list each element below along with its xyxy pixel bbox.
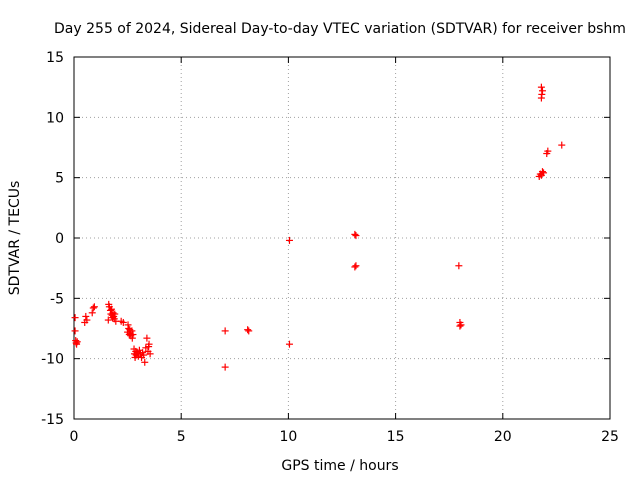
data-point: [456, 322, 464, 330]
data-point: [73, 338, 81, 346]
data-point: [143, 334, 151, 342]
data-point: [71, 314, 79, 322]
data-point: [146, 350, 154, 358]
axis-ticks: 0 5 10 15 20 25 -15 -10 -5 0 5 10 15: [41, 50, 619, 445]
y-tick-label: -10: [41, 352, 64, 368]
data-point: [128, 327, 136, 335]
data-point: [538, 90, 546, 98]
data-point: [540, 169, 548, 177]
y-tick-label: -5: [50, 291, 64, 307]
data-point: [119, 318, 127, 326]
data-point: [82, 312, 90, 320]
y-tick-label: 5: [55, 171, 64, 187]
data-point: [538, 87, 546, 95]
data-point: [457, 321, 465, 329]
data-point: [83, 316, 91, 324]
data-point: [89, 304, 97, 312]
data-point: [71, 327, 79, 335]
data-point: [558, 141, 566, 149]
data-point: [544, 147, 552, 155]
y-tick-label: 10: [46, 110, 64, 126]
y-tick-label: 15: [46, 50, 64, 66]
data-point: [140, 351, 148, 359]
data-point: [129, 331, 137, 339]
data-point: [124, 321, 132, 329]
data-point: [111, 310, 119, 318]
data-point: [285, 340, 293, 348]
data-point: [245, 327, 253, 335]
data-point: [285, 236, 293, 244]
data-points: [71, 83, 566, 371]
x-tick-label: 0: [70, 429, 79, 445]
data-point: [455, 262, 463, 270]
data-point: [351, 263, 359, 271]
data-point: [352, 262, 360, 270]
data-point: [352, 232, 360, 240]
x-tick-label: 10: [279, 429, 297, 445]
data-point: [145, 340, 153, 348]
data-point: [141, 358, 149, 366]
x-tick-label: 20: [494, 429, 512, 445]
grid-lines: [74, 57, 610, 419]
x-tick-label: 25: [601, 429, 619, 445]
x-tick-label: 15: [387, 429, 405, 445]
data-point: [109, 309, 117, 317]
data-point: [221, 327, 229, 335]
x-tick-label: 5: [177, 429, 186, 445]
y-tick-label: 0: [55, 231, 64, 247]
data-point: [108, 305, 116, 313]
data-point: [104, 316, 112, 324]
data-point: [88, 309, 96, 317]
data-point: [351, 230, 359, 238]
data-point: [537, 83, 545, 91]
data-point: [221, 363, 229, 371]
y-axis-label: SDTVAR / TECUs: [7, 181, 23, 296]
data-point: [538, 168, 546, 176]
data-point: [244, 326, 252, 334]
chart-title: Day 255 of 2024, Sidereal Day-to-day VTE…: [54, 21, 626, 37]
x-axis-label: GPS time / hours: [281, 458, 398, 474]
data-point: [90, 303, 98, 311]
y-tick-label: -15: [41, 412, 64, 428]
data-point: [128, 334, 136, 342]
